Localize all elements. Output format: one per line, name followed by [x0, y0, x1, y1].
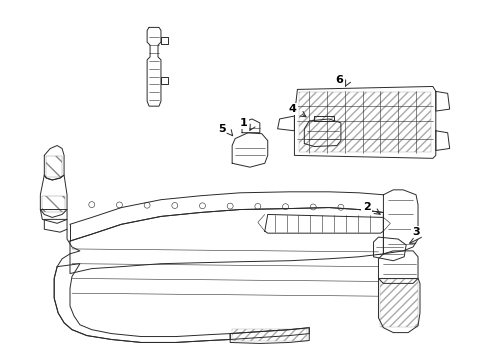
Text: 6: 6 — [335, 75, 343, 85]
Text: 2: 2 — [363, 202, 370, 212]
Text: 3: 3 — [412, 227, 420, 237]
Text: 4: 4 — [289, 104, 296, 114]
Text: 1: 1 — [240, 118, 248, 128]
Text: 5: 5 — [219, 124, 226, 134]
